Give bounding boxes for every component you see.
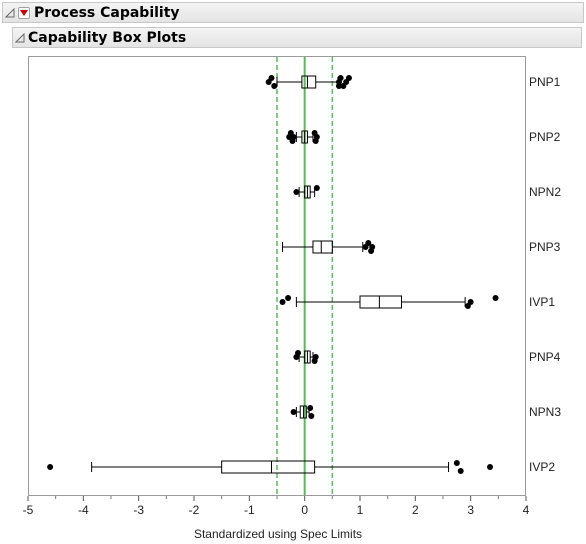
- x-tick-label: -5: [23, 503, 34, 517]
- box-iqr: [312, 240, 333, 254]
- box-iqr: [301, 75, 317, 89]
- disclosure-triangle-icon[interactable]: [5, 7, 15, 18]
- outlier-point: [308, 413, 315, 419]
- x-tick-label: -2: [189, 503, 200, 517]
- category-label: IVP2: [529, 460, 555, 474]
- disclosure-triangle-icon[interactable]: [15, 32, 25, 43]
- outlier-point: [295, 350, 302, 356]
- outlier-point: [285, 295, 292, 301]
- process-capability-title: Process Capability: [34, 4, 180, 21]
- x-tick-label: 4: [523, 503, 530, 517]
- outlier-point: [307, 405, 314, 411]
- category-label: PNP4: [529, 350, 561, 364]
- outlier-point: [457, 468, 464, 474]
- outlier-point: [268, 75, 275, 81]
- category-label: IVP1: [529, 295, 555, 309]
- red-triangle-menu-icon[interactable]: [18, 6, 30, 19]
- x-tick-label: 2: [412, 503, 419, 517]
- capability-box-plots-header[interactable]: Capability Box Plots: [12, 27, 582, 48]
- category-label: NPN2: [529, 185, 561, 199]
- capability-box-plots-title: Capability Box Plots: [28, 29, 187, 46]
- category-label: NPN3: [529, 405, 561, 419]
- box-iqr: [221, 460, 316, 474]
- outlier-point: [293, 189, 300, 195]
- outlier-point: [279, 299, 286, 305]
- outlier-point: [290, 134, 297, 140]
- box-iqr: [359, 295, 402, 309]
- outlier-point: [365, 240, 372, 246]
- x-tick-label: 0: [301, 503, 308, 517]
- outlier-point: [453, 460, 460, 466]
- x-axis-title: Standardized using Spec Limits: [194, 527, 362, 541]
- outlier-point: [47, 464, 54, 470]
- outlier-point: [337, 75, 344, 81]
- category-label: PNP3: [529, 240, 561, 254]
- x-tick-label: -3: [133, 503, 144, 517]
- category-label: PNP1: [529, 75, 561, 89]
- x-tick-label: 3: [467, 503, 474, 517]
- x-tick-label: -4: [78, 503, 89, 517]
- outlier-point: [492, 295, 499, 301]
- process-capability-header[interactable]: Process Capability: [2, 2, 584, 23]
- outlier-point: [290, 409, 297, 415]
- outlier-point: [271, 83, 278, 89]
- outlier-point: [313, 134, 320, 140]
- outlier-point: [369, 244, 376, 250]
- x-tick-label: 1: [357, 503, 364, 517]
- category-label: PNP2: [529, 130, 561, 144]
- outlier-point: [487, 464, 494, 470]
- outlier-point: [313, 185, 320, 191]
- outlier-point: [335, 83, 342, 89]
- x-tick-label: -1: [244, 503, 255, 517]
- outlier-point: [467, 299, 474, 305]
- outlier-point: [312, 354, 319, 360]
- outlier-point: [345, 75, 352, 81]
